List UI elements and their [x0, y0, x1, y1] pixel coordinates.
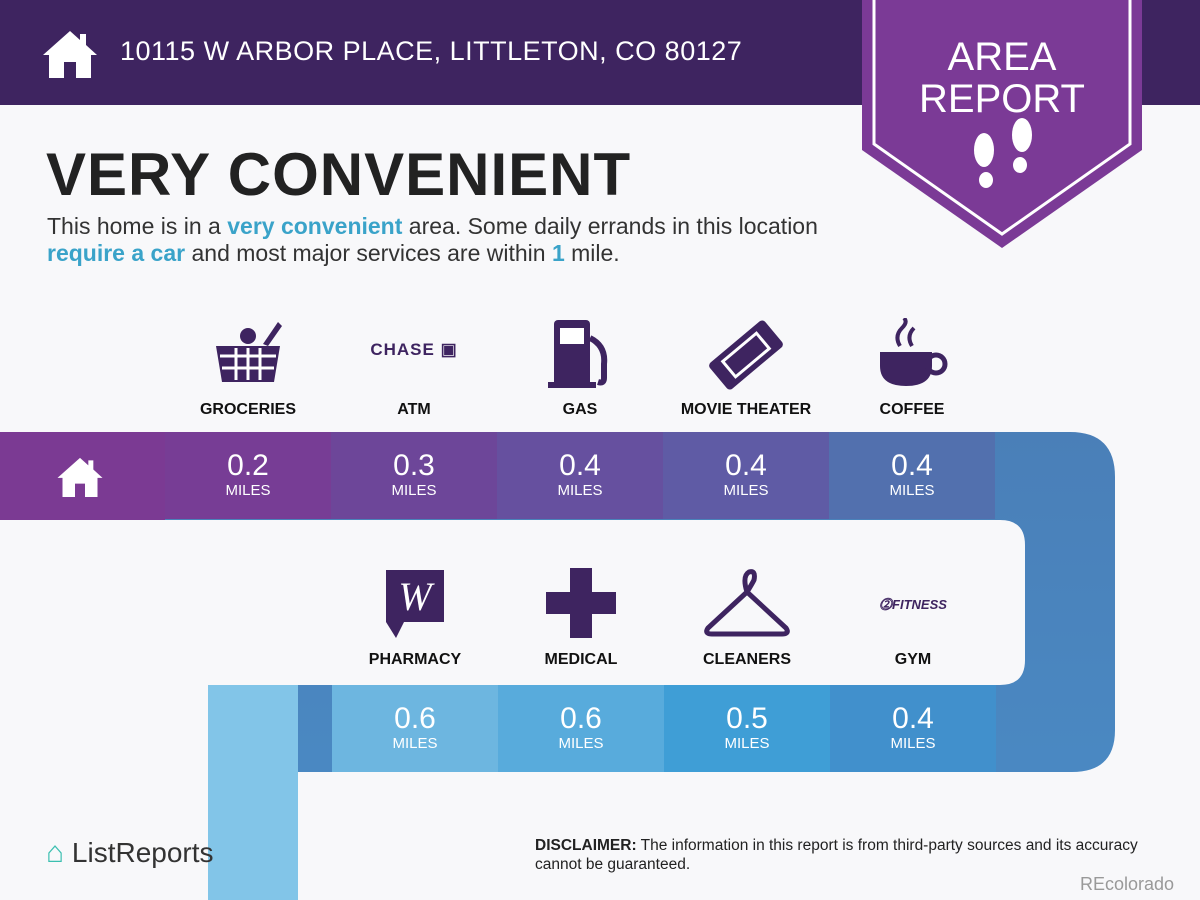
distance-unit: MILES: [391, 482, 437, 499]
badge-line2: REPORT: [919, 77, 1085, 121]
distance-value: 0.2: [227, 449, 269, 482]
distance-medical: 0.6 MILES: [498, 685, 664, 772]
distance-value: 0.4: [891, 449, 933, 482]
watermark: REcolorado: [1080, 874, 1175, 894]
distance-unit: MILES: [392, 735, 438, 752]
chase-logo: CHASE ▣: [370, 340, 458, 359]
distance-movie-theater: 0.4 MILES: [663, 432, 829, 519]
distance-unit: MILES: [889, 482, 935, 499]
distance-value: 0.4: [559, 449, 601, 482]
label-gym: GYM: [894, 651, 932, 668]
gas-pump-icon: [497, 318, 663, 395]
description: This home is in a very convenient area. …: [47, 213, 818, 266]
label-groceries: GROCERIES: [199, 401, 296, 418]
label-gas: GAS: [562, 401, 598, 418]
distance-unit: MILES: [557, 482, 603, 499]
distance-unit: MILES: [225, 482, 271, 499]
distance-value: 0.5: [726, 702, 768, 735]
distance-value: 0.4: [725, 449, 767, 482]
distance-unit: MILES: [558, 735, 604, 752]
label-medical: MEDICAL: [544, 651, 618, 668]
distance-value: 0.6: [394, 702, 436, 735]
address: 10115 W ARBOR PLACE, LITTLETON, CO 80127: [120, 36, 743, 66]
svg-text:W: W: [398, 574, 435, 619]
house-icon: [57, 457, 103, 497]
24-hour-fitness-logo: ⓶FITNESS: [879, 597, 947, 612]
disclaimer: DISCLAIMER: The information in this repo…: [535, 837, 1138, 873]
distance-gym: 0.4 MILES: [830, 685, 996, 772]
area-report-badge: [862, 0, 1142, 248]
label-coffee: COFFEE: [879, 401, 945, 418]
house-icon: [43, 31, 97, 78]
distance-value: 0.6: [560, 702, 602, 735]
distance-coffee: 0.4 MILES: [829, 432, 995, 519]
walgreens-logo: W: [332, 566, 498, 645]
distance-value: 0.3: [393, 449, 435, 482]
distance-groceries: 0.2 MILES: [165, 432, 331, 519]
distance-value: 0.4: [892, 702, 934, 735]
label-movie-theater: MOVIE THEATER: [680, 401, 812, 418]
footprints-icon: [974, 118, 1032, 188]
distance-gas: 0.4 MILES: [497, 432, 663, 519]
label-cleaners: CLEANERS: [702, 651, 791, 668]
distance-unit: MILES: [890, 735, 936, 752]
coffee-cup-icon: [829, 316, 995, 395]
distance-pharmacy: 0.6 MILES: [332, 685, 498, 772]
page-title: VERY CONVENIENT: [46, 141, 632, 208]
hanger-icon: [664, 566, 830, 645]
home-cell: [0, 432, 165, 520]
ticket-icon: [663, 318, 829, 397]
label-atm: ATM: [397, 401, 431, 418]
badge-line1: AREA: [947, 35, 1057, 79]
listreports-logo: ⌂ ListReports: [46, 836, 214, 869]
distance-unit: MILES: [724, 735, 770, 752]
distance-atm: 0.3 MILES: [331, 432, 497, 519]
medical-cross-icon: [498, 566, 664, 645]
distance-cleaners: 0.5 MILES: [664, 685, 830, 772]
grocery-basket-icon: [165, 318, 331, 393]
distance-unit: MILES: [723, 482, 769, 499]
label-pharmacy: PHARMACY: [368, 651, 462, 668]
